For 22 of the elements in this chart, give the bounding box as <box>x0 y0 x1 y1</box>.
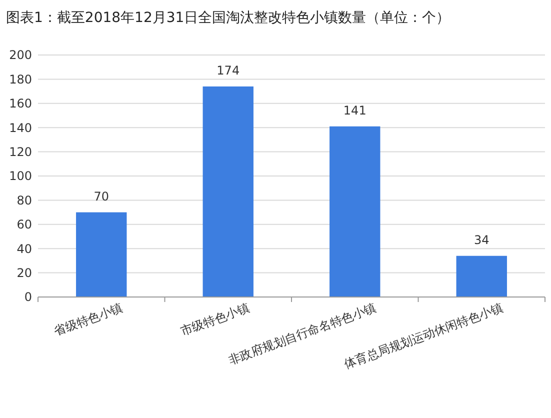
bar <box>76 212 127 297</box>
y-tick-label: 140 <box>9 120 32 135</box>
y-tick-label: 20 <box>16 266 32 280</box>
chart-title: 图表1：截至2018年12月31日全国淘汰整改特色小镇数量（单位：个） <box>6 10 450 26</box>
y-tick-label: 60 <box>16 218 32 232</box>
data-label: 141 <box>343 103 366 118</box>
data-label: 34 <box>474 232 490 247</box>
y-tick-label: 180 <box>9 72 32 86</box>
y-tick-label: 0 <box>24 290 32 304</box>
bar <box>330 126 380 297</box>
y-tick-label: 120 <box>9 145 32 159</box>
data-label: 70 <box>94 189 110 204</box>
bar <box>456 256 507 297</box>
x-tick-label: 市级特色小镇 <box>178 300 252 338</box>
bar <box>202 86 254 297</box>
y-tick-label: 100 <box>9 169 32 184</box>
data-label: 174 <box>216 63 240 78</box>
y-tick-label: 40 <box>16 242 32 256</box>
y-tick-label: 160 <box>9 96 32 111</box>
y-tick-label: 200 <box>9 48 32 62</box>
y-tick-label: 80 <box>16 193 32 208</box>
x-tick-label: 省级特色小镇 <box>52 300 124 338</box>
